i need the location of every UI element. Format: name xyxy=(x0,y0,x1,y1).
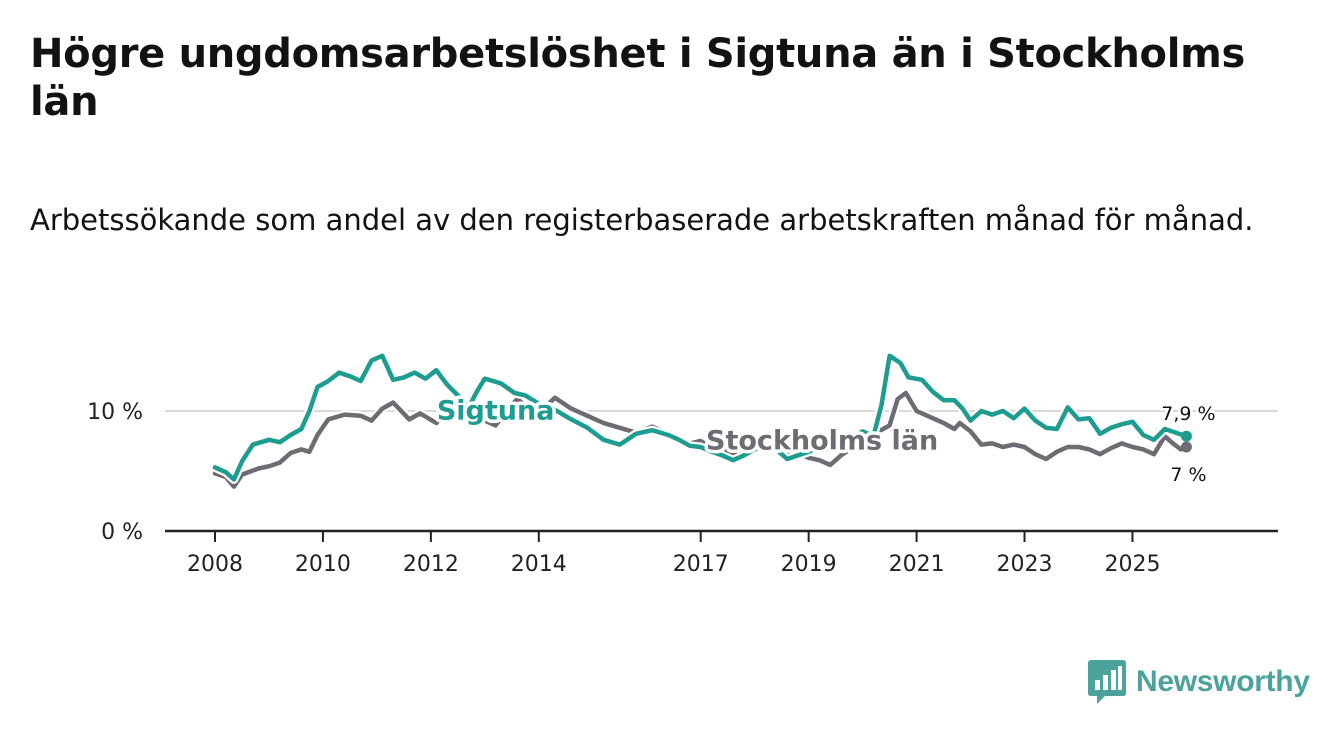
y-tick-label: 10 % xyxy=(87,400,143,425)
x-tick-label: 2008 xyxy=(187,552,243,577)
bar-chart-speech-bubble-icon xyxy=(1088,660,1126,704)
brand-name: Newsworthy xyxy=(1136,665,1310,698)
x-tick-label: 2014 xyxy=(511,552,567,577)
series-end-point xyxy=(1180,430,1192,442)
series-label-sigtuna: Sigtuna xyxy=(437,395,555,426)
x-tick-label: 2021 xyxy=(889,552,945,577)
series-line-stockholms-l-n xyxy=(212,390,1189,489)
end-value-label: 7,9 % xyxy=(1161,403,1215,425)
series-lines xyxy=(210,351,1192,492)
series-end-point xyxy=(1180,441,1192,453)
newsworthy-logo[interactable]: Newsworthy xyxy=(1088,660,1310,704)
x-tick-label: 2019 xyxy=(781,552,837,577)
x-tick-label: 2012 xyxy=(403,552,459,577)
x-axis: 2008 2010 2012 2014 2017 2019 2021 2023 2025 xyxy=(165,529,1278,577)
end-value-label: 7 % xyxy=(1170,464,1206,486)
series-line-sigtuna xyxy=(212,353,1189,482)
chart-title: Högre ungdomsarbetslöshet i Sigtuna än i… xyxy=(30,31,1246,125)
x-tick-label: 2023 xyxy=(997,552,1053,577)
chart-subtitle: Arbetssökande som andel av den registerb… xyxy=(30,203,1254,237)
y-axis-ticks: 0 % 10 % xyxy=(87,400,143,545)
x-tick-label: 2017 xyxy=(673,552,729,577)
x-tick-label: 2025 xyxy=(1104,552,1160,577)
series-label-stockholms-l-n: Stockholms län xyxy=(706,425,938,456)
y-tick-label: 0 % xyxy=(101,520,143,545)
x-tick-label: 2010 xyxy=(295,552,351,577)
series-labels: Sigtuna Stockholms län 7 % 7,9 % xyxy=(433,392,1218,489)
